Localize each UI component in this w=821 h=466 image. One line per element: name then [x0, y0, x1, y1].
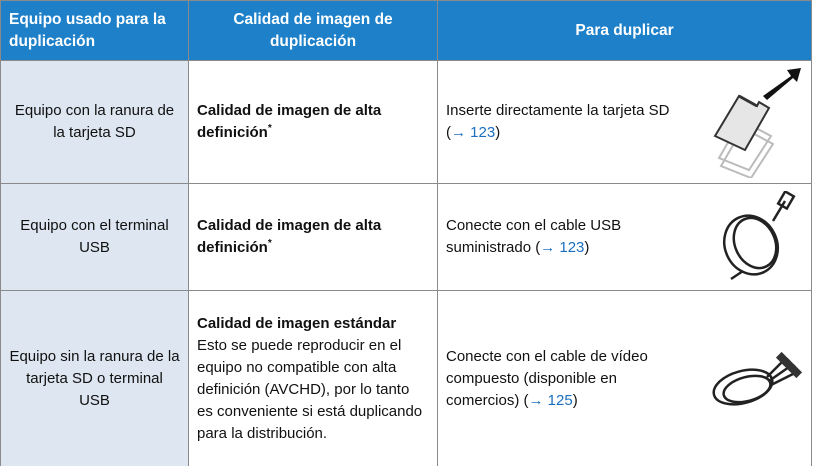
header-row: Equipo usado para la duplicación Calidad… — [0, 0, 812, 61]
header-cell: Equipo usado para la duplicación — [0, 0, 189, 61]
note-mark: * — [267, 123, 272, 134]
sd-card-icon — [713, 68, 801, 178]
row: Equipo con la ranura de la tarjeta SD Ca… — [0, 60, 812, 184]
header-cell: Calidad de imagen de duplicación — [188, 0, 438, 61]
equipment-cell: Equipo con la ranura de la tarjeta SD — [0, 60, 189, 184]
method: Conecte con el cable de vídeo compuesto … — [446, 347, 648, 409]
quality: Calidad de imagen de alta definición — [197, 102, 382, 141]
quality-cell: Calidad de imagen de alta definición* — [188, 60, 438, 184]
quality-cell: Calidad de imagen de alta definición* — [188, 183, 438, 291]
note-mark: * — [267, 238, 272, 249]
method-text: Conecte con el cable USB suministrado (→… — [446, 215, 676, 259]
method-cell: Conecte con el cable de vídeo compuesto … — [437, 290, 812, 466]
method: Conecte con el cable USB suministrado ( — [446, 217, 622, 256]
equipment-cell: Equipo sin la ranura de la tarjeta SD o … — [0, 290, 189, 466]
av-cable-icon — [712, 351, 803, 406]
method-cell: Conecte con el cable USB suministrado (→… — [437, 183, 812, 291]
page-link[interactable]: → 123 — [451, 124, 496, 141]
equipment-cell: Equipo con el terminal USB — [0, 183, 189, 291]
quality-cell: Calidad de imagen estándar Esto se puede … — [188, 290, 438, 466]
method-end: ) — [584, 239, 590, 256]
quality: Calidad de imagen estándar — [197, 314, 397, 332]
page-link[interactable]: → 125 — [528, 391, 573, 409]
usb-cable-icon — [722, 191, 796, 281]
method-wrap: Conecte con el cable de vídeo compuesto … — [446, 339, 803, 419]
row: Equipo con el terminal USB Calidad de im… — [0, 183, 812, 291]
method-end: ) — [572, 391, 578, 409]
header-cell: Para duplicar — [437, 0, 812, 61]
row: Equipo sin la ranura de la tarjeta SD o … — [0, 290, 812, 466]
page-link[interactable]: → 123 — [540, 239, 585, 256]
method-text: Conecte con el cable de vídeo compuesto … — [446, 346, 676, 412]
method-wrap: Conecte con el cable USB suministrado (→… — [446, 191, 803, 283]
quality: Calidad de imagen de alta definición — [197, 217, 382, 256]
method-end: ) — [495, 124, 501, 141]
quality-note: Esto se puede reproducir en el equipo no… — [197, 336, 423, 442]
method-wrap: Inserte directamente la tarjeta SD (→ 12… — [446, 66, 803, 178]
method: Inserte directamente la tarjeta SD ( — [446, 102, 670, 141]
method-text: Inserte directamente la tarjeta SD (→ 12… — [446, 100, 676, 144]
method-cell: Inserte directamente la tarjeta SD (→ 12… — [437, 60, 812, 184]
